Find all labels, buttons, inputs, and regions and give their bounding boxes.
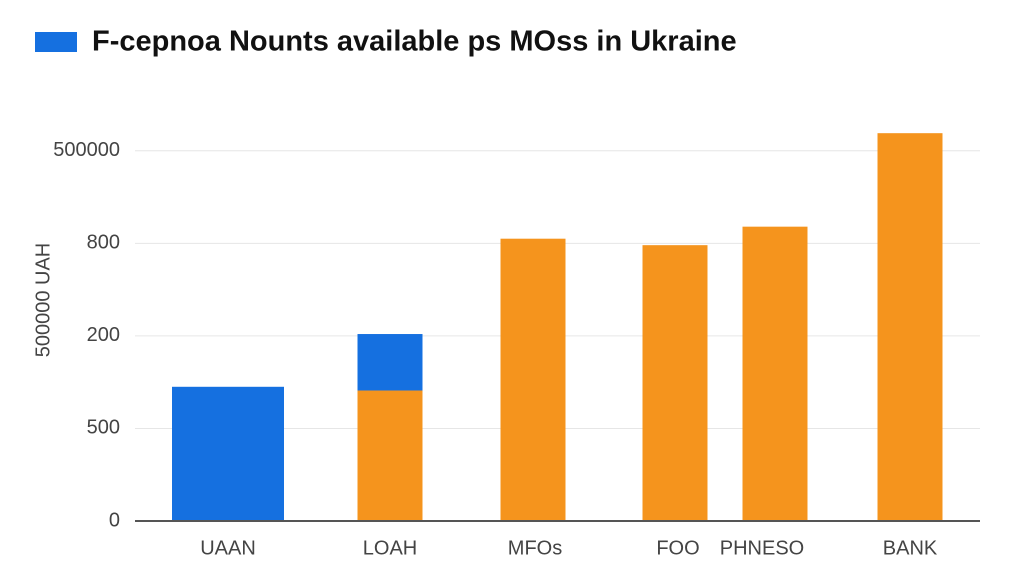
x-tick-label: FOO: [656, 537, 699, 559]
x-tick-label: PHNESO: [720, 537, 804, 559]
bar: [357, 334, 423, 391]
bar: [642, 245, 708, 521]
y-tick-label: 0: [109, 509, 120, 531]
bar: [357, 390, 423, 521]
legend-swatch: [35, 32, 77, 52]
bar: [172, 386, 284, 521]
y-tick-label: 200: [87, 324, 120, 346]
x-tick-label: UAAN: [200, 537, 256, 559]
x-tick-label: MFOs: [508, 537, 562, 559]
chart-title: F-cepnoa Nounts available ps MOss in Ukr…: [92, 26, 737, 58]
y-tick-label: 500: [87, 417, 120, 439]
x-tick-label: BANK: [883, 537, 938, 559]
bar: [500, 238, 566, 521]
bar: [742, 226, 808, 522]
bar: [877, 133, 943, 521]
y-tick-label: 800: [87, 232, 120, 254]
y-axis-label: 500000 UAH: [32, 243, 54, 358]
y-tick-label: 500000: [53, 139, 120, 161]
x-tick-label: LOAH: [363, 537, 417, 559]
